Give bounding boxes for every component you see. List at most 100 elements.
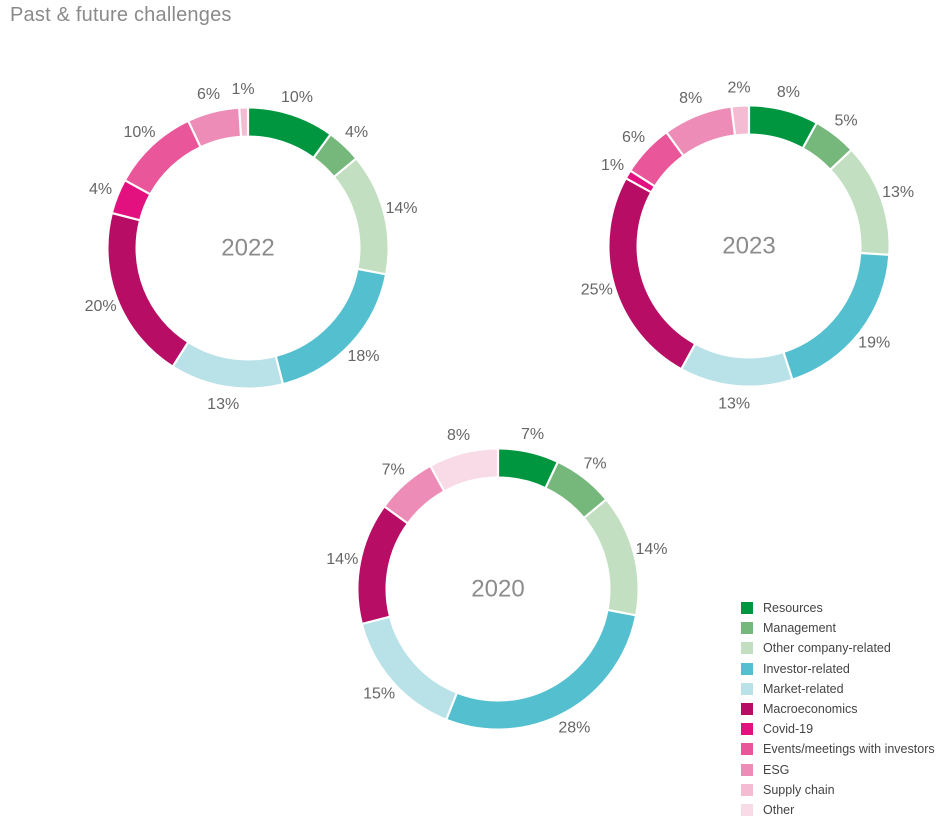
- legend-label: Supply chain: [763, 782, 835, 797]
- legend-item-supply-chain: Supply chain: [741, 780, 935, 800]
- slice-separator: [730, 106, 737, 136]
- slice-label-management: 5%: [835, 112, 858, 129]
- slice-label-other-company-related: 14%: [635, 541, 667, 558]
- slice-separator: [665, 131, 685, 157]
- slice-separator: [187, 120, 202, 148]
- slice-label-resources: 7%: [521, 426, 544, 443]
- slice-supply-chain: [731, 106, 750, 135]
- slice-covid-19: [112, 180, 150, 221]
- slice-label-macroeconomics: 14%: [326, 551, 358, 568]
- legend-swatch: [741, 723, 753, 736]
- slice-separator: [829, 149, 853, 171]
- slice-management: [545, 462, 606, 518]
- slice-esg: [385, 466, 445, 524]
- slice-label-events-meetings-with-investors: 6%: [622, 129, 645, 146]
- slice-label-market-related: 13%: [207, 396, 239, 413]
- slice-separator: [274, 355, 285, 385]
- slice-other-company-related: [584, 500, 638, 616]
- legend-item-events-meetings: Events/meetings with investors: [741, 739, 935, 759]
- slice-macroeconomics: [108, 213, 189, 366]
- legend-swatch: [741, 682, 753, 695]
- legend-swatch: [741, 602, 753, 615]
- legend-item-market-related: Market-related: [741, 679, 935, 699]
- slice-label-supply-chain: 2%: [727, 79, 750, 96]
- slice-separator: [629, 169, 656, 188]
- legend-swatch: [741, 703, 753, 716]
- legend: Resources Management Other company-relat…: [741, 598, 935, 820]
- legend-label: Covid-19: [763, 722, 814, 737]
- slice-label-investor-related: 19%: [858, 335, 890, 352]
- legend-label: Investor-related: [763, 661, 850, 676]
- slice-other: [430, 449, 499, 491]
- legend-item-management: Management: [741, 618, 935, 638]
- slice-separator: [361, 615, 391, 626]
- slice-separator: [860, 251, 890, 256]
- slice-resources: [748, 106, 817, 148]
- slice-separator: [111, 211, 141, 222]
- slice-label-events-meetings-with-investors: 10%: [123, 124, 155, 141]
- slice-label-macroeconomics: 25%: [581, 282, 613, 299]
- legend-item-other: Other: [741, 800, 935, 820]
- legend-swatch: [741, 783, 753, 796]
- slice-label-investor-related: 28%: [558, 719, 590, 736]
- slice-label-esg: 8%: [679, 90, 702, 107]
- slice-market-related: [362, 616, 457, 719]
- legend-label: Other company-related: [763, 641, 891, 656]
- slice-resources: [247, 108, 330, 158]
- slice-investor-related: [446, 609, 636, 729]
- slice-separator: [583, 498, 607, 519]
- legend-label: Management: [763, 621, 836, 636]
- slice-label-other-company-related: 14%: [385, 200, 417, 217]
- slice-separator: [238, 107, 243, 137]
- slice-investor-related: [783, 252, 889, 379]
- slice-resources: [497, 449, 558, 488]
- slice-separator: [429, 465, 446, 492]
- slice-separator: [357, 267, 387, 276]
- center-year-label: 2020: [471, 576, 524, 603]
- legend-label: Market-related: [763, 681, 844, 696]
- slice-macroeconomics: [609, 178, 696, 369]
- slice-label-covid-19: 4%: [89, 181, 112, 198]
- slice-separator: [625, 177, 652, 194]
- slice-other-company-related: [334, 159, 388, 275]
- slice-market-related: [173, 342, 283, 388]
- slice-other-company-related: [830, 150, 889, 255]
- legend-swatch: [741, 803, 753, 816]
- slice-esg: [667, 107, 736, 156]
- slice-label-other-company-related: 13%: [882, 184, 914, 201]
- slice-label-management: 7%: [584, 455, 607, 472]
- legend-swatch: [741, 662, 753, 675]
- slice-separator: [445, 692, 458, 721]
- legend-label: Resources: [763, 601, 823, 616]
- slice-label-market-related: 13%: [718, 395, 750, 412]
- slice-label-market-related: 15%: [363, 685, 395, 702]
- center-year-label: 2023: [722, 233, 775, 260]
- slice-separator: [544, 461, 559, 489]
- slice-events-meetings-with-investors: [631, 133, 684, 187]
- legend-swatch: [741, 763, 753, 776]
- slice-label-supply-chain: 1%: [231, 81, 254, 98]
- legend-item-covid-19: Covid-19: [741, 719, 935, 739]
- slice-label-covid-19: 1%: [601, 157, 624, 174]
- slice-separator: [782, 351, 794, 380]
- center-year-label: 2022: [221, 235, 274, 262]
- slice-label-resources: 10%: [281, 89, 313, 106]
- slice-separator: [312, 133, 332, 159]
- slice-label-other: 8%: [447, 427, 470, 444]
- legend-item-other-company-related: Other company-related: [741, 638, 935, 658]
- legend-swatch: [741, 622, 753, 635]
- slice-label-management: 4%: [345, 124, 368, 141]
- donut-chart-2020: 7% 7% 14% 28% 15% 14% 7% 8% 2020: [326, 426, 667, 737]
- legend-label: Other: [763, 802, 795, 817]
- slice-label-esg: 7%: [382, 462, 405, 479]
- slice-label-investor-related: 18%: [347, 348, 379, 365]
- donut-chart-2023: 8% 5% 13% 19% 13% 25% 1% 6% 8% 2% 2023: [581, 79, 914, 412]
- slice-esg: [188, 108, 242, 147]
- slice-separator: [124, 179, 151, 196]
- legend-label: Macroeconomics: [763, 702, 858, 717]
- slice-management: [802, 123, 851, 170]
- slice-market-related: [681, 344, 793, 386]
- slice-label-esg: 6%: [197, 86, 220, 103]
- legend-item-esg: ESG: [741, 760, 935, 780]
